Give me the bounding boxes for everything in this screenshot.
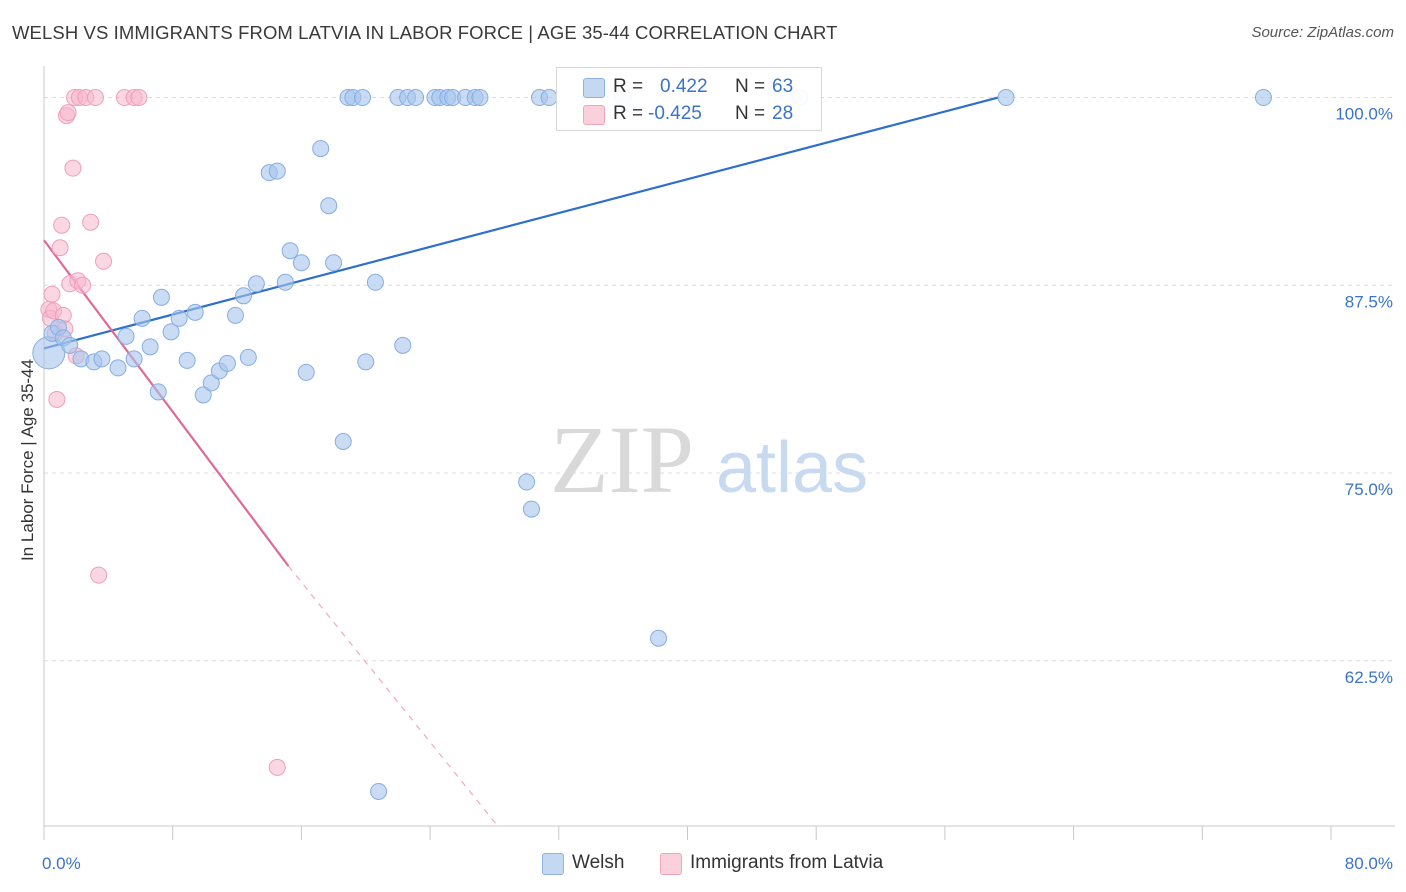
point-latvia <box>74 276 92 294</box>
point-latvia <box>90 566 108 584</box>
point-welsh <box>61 336 79 354</box>
point-welsh <box>1254 89 1272 107</box>
point-latvia <box>95 252 113 270</box>
point-welsh <box>334 432 352 450</box>
point-welsh <box>133 309 151 327</box>
point-latvia <box>59 104 77 122</box>
point-welsh <box>281 242 299 260</box>
legend-n-label: N = <box>735 103 766 124</box>
points-welsh <box>32 89 1272 800</box>
point-latvia <box>51 239 69 257</box>
point-welsh <box>320 197 338 215</box>
legend-n-welsh: 63 <box>772 76 794 97</box>
grid-lines <box>44 97 1395 662</box>
point-welsh <box>93 350 111 368</box>
legend-swatch-latvia <box>583 105 605 125</box>
point-welsh <box>366 273 384 291</box>
point-welsh <box>186 303 204 321</box>
legend-r-label: R = <box>613 103 644 124</box>
point-welsh <box>997 89 1015 107</box>
point-welsh <box>162 323 180 341</box>
point-welsh <box>178 351 196 369</box>
point-welsh <box>141 338 159 356</box>
x-tick-label-max: 80.0% <box>1345 854 1393 873</box>
trend-line-latvia <box>43 239 290 567</box>
point-welsh <box>149 383 167 401</box>
y-tick-label: 100.0% <box>1335 105 1393 124</box>
points-latvia <box>40 89 286 776</box>
point-welsh <box>218 354 236 372</box>
y-tick-label: 75.0% <box>1345 480 1393 499</box>
stats-legend: R = 0.422 N = 63 R = -0.425 N = 28 <box>556 67 822 131</box>
point-welsh <box>370 782 388 800</box>
point-welsh <box>202 374 220 392</box>
point-welsh <box>239 348 257 366</box>
point-welsh <box>407 89 425 107</box>
point-welsh <box>226 306 244 324</box>
point-latvia <box>268 758 286 776</box>
legend-n-label: N = <box>735 76 766 97</box>
point-latvia <box>82 213 100 231</box>
watermark: ZIP atlas <box>550 406 868 513</box>
point-latvia <box>86 89 104 107</box>
y-tick-label: 62.5% <box>1345 668 1393 687</box>
series-legend-latvia[interactable]: Immigrants from Latvia <box>660 852 884 875</box>
legend-r-welsh: 0.422 <box>660 76 708 97</box>
point-welsh <box>357 353 375 371</box>
trend-line-welsh <box>43 96 999 350</box>
legend-r-label: R = <box>613 76 644 97</box>
point-welsh <box>522 500 540 518</box>
point-latvia <box>64 159 82 177</box>
point-welsh <box>518 473 536 491</box>
point-welsh <box>109 359 127 377</box>
point-welsh <box>268 162 286 180</box>
point-welsh <box>297 363 315 381</box>
series-legend-swatch-welsh <box>542 853 564 875</box>
series-legend-label-latvia: Immigrants from Latvia <box>690 852 884 873</box>
point-latvia <box>48 390 66 408</box>
point-welsh <box>325 254 343 272</box>
source-credit: Source: ZipAtlas.com <box>1251 24 1394 41</box>
series-legend-welsh[interactable]: Welsh <box>542 852 625 875</box>
point-welsh <box>170 309 188 327</box>
point-welsh <box>117 327 135 345</box>
point-welsh <box>194 386 212 404</box>
point-welsh <box>312 140 330 158</box>
series-legend-swatch-latvia <box>660 853 682 875</box>
trend-lines <box>43 96 999 827</box>
y-tick-label: 87.5% <box>1345 292 1393 311</box>
legend-n-latvia: 28 <box>772 103 794 124</box>
point-welsh <box>292 254 310 272</box>
point-welsh <box>234 287 252 305</box>
trend-line-latvia-extension <box>288 565 499 827</box>
point-welsh <box>354 89 372 107</box>
y-axis-label: In Labor Force | Age 35-44 <box>18 359 37 561</box>
point-welsh <box>152 288 170 306</box>
point-latvia <box>53 216 71 234</box>
chart-title: WELSH VS IMMIGRANTS FROM LATVIA IN LABOR… <box>12 22 838 43</box>
watermark-zip: ZIP <box>550 406 694 513</box>
point-welsh <box>650 629 668 647</box>
watermark-atlas: atlas <box>716 428 868 508</box>
point-latvia <box>43 285 61 303</box>
point-latvia <box>130 89 148 107</box>
legend-swatch-welsh <box>583 78 605 98</box>
x-tick-label-min: 0.0% <box>42 854 81 873</box>
point-welsh <box>540 89 558 107</box>
legend-r-latvia: -0.425 <box>648 103 702 124</box>
point-welsh <box>471 89 489 107</box>
series-legend-label-welsh: Welsh <box>572 852 625 873</box>
axes <box>43 66 1395 840</box>
point-welsh <box>125 350 143 368</box>
tick-labels: 62.5% 75.0% 87.5% 100.0% 0.0% 80.0% <box>42 105 1393 873</box>
point-welsh <box>276 273 294 291</box>
point-welsh <box>247 275 265 293</box>
series-legend: Welsh Immigrants from Latvia <box>0 852 1406 878</box>
point-welsh <box>394 336 412 354</box>
